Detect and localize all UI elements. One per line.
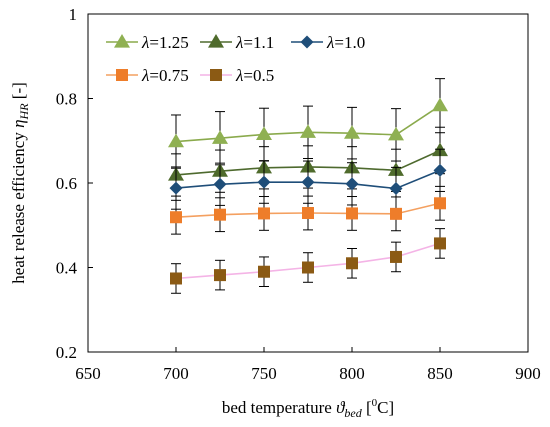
data-point <box>434 237 446 250</box>
y-tick-label: 0.2 <box>56 343 77 362</box>
y-tick-label: 0.6 <box>56 174 77 193</box>
legend-label: λ=1.25 <box>141 33 189 52</box>
legend-label-value: =1.1 <box>243 33 274 52</box>
legend-label-value: =1.25 <box>149 33 188 52</box>
y-axis-title-unit: [-] <box>9 82 28 103</box>
series-4 <box>170 228 446 294</box>
legend-label-value: =1.0 <box>334 33 365 52</box>
data-point <box>302 206 314 219</box>
data-point <box>432 97 448 112</box>
legend-item-2: λ=1.0 <box>291 33 365 52</box>
data-point <box>434 197 446 210</box>
data-point <box>214 269 226 282</box>
data-point <box>301 175 315 189</box>
legend-marker <box>116 69 128 81</box>
data-point <box>257 175 271 189</box>
data-point <box>170 272 182 285</box>
legend-label-symbol: λ <box>141 33 149 52</box>
y-tick-label: 0.8 <box>56 90 77 109</box>
data-point <box>256 126 272 141</box>
x-axis-title-unit-sup: 0 <box>372 397 378 409</box>
legend-label-symbol: λ <box>235 66 243 85</box>
x-tick-label: 900 <box>515 364 541 383</box>
legend-label: λ=0.5 <box>235 66 274 85</box>
x-axis-title-unit-close: C] <box>377 398 394 417</box>
y-axis-title-prefix: heat release efficiency <box>9 128 28 284</box>
x-axis-title: bed temperature ϑbed [0C] <box>222 397 394 420</box>
y-axis-title-symbol: η <box>9 119 28 127</box>
y-tick-label: 1 <box>69 5 78 24</box>
x-tick-label: 650 <box>75 364 101 383</box>
data-point <box>344 125 360 139</box>
y-axis-title: heat release efficiency ηHR [-] <box>9 82 31 284</box>
data-point <box>213 177 227 191</box>
legend-label-symbol: λ <box>141 66 149 85</box>
data-point <box>302 261 314 274</box>
data-point <box>388 126 404 141</box>
data-point <box>212 130 228 144</box>
data-point <box>346 207 358 220</box>
legend-item-1: λ=1.1 <box>200 33 274 52</box>
data-point <box>214 208 226 221</box>
legend-item-4: λ=0.5 <box>200 66 274 85</box>
legend-marker <box>210 69 222 81</box>
x-axis-title-unit-open: [ <box>362 398 372 417</box>
data-point <box>345 177 359 191</box>
data-point <box>390 207 402 220</box>
x-tick-label: 850 <box>427 364 453 383</box>
data-point <box>258 265 270 278</box>
legend-label: λ=0.75 <box>141 66 189 85</box>
data-point <box>346 257 358 270</box>
data-point <box>170 211 182 224</box>
legend-label-symbol: λ <box>326 33 334 52</box>
legend-label-value: =0.75 <box>149 66 188 85</box>
data-point <box>169 181 183 195</box>
x-tick-label: 800 <box>339 364 365 383</box>
x-tick-label: 700 <box>163 364 189 383</box>
legend-label: λ=1.0 <box>326 33 365 52</box>
legend-label-value: =0.5 <box>243 66 274 85</box>
data-point <box>300 124 316 138</box>
legend-label: λ=1.1 <box>235 33 274 52</box>
data-point <box>390 250 402 263</box>
y-tick-label: 0.4 <box>56 259 78 278</box>
y-axis-title-sub: HR <box>17 103 31 121</box>
legend-item-3: λ=0.75 <box>106 66 189 85</box>
data-point <box>389 181 403 195</box>
x-tick-label: 750 <box>251 364 277 383</box>
data-point <box>258 207 270 220</box>
legend-label-symbol: λ <box>235 33 243 52</box>
legend-marker <box>114 34 130 48</box>
x-axis-title-symbol: ϑ <box>336 398 346 417</box>
data-point <box>433 163 447 177</box>
legend-item-0: λ=1.25 <box>106 33 189 52</box>
x-axis-title-prefix: bed temperature <box>222 398 336 417</box>
legend-marker <box>300 35 314 49</box>
x-axis-title-sub: bed <box>344 406 362 420</box>
series-2 <box>169 148 447 211</box>
series-3 <box>170 185 446 235</box>
data-point <box>168 133 184 148</box>
legend-marker <box>208 34 224 48</box>
